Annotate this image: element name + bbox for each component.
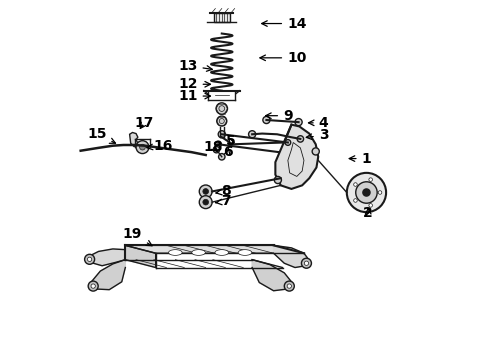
Circle shape xyxy=(378,191,382,194)
Text: 11: 11 xyxy=(178,89,211,103)
Circle shape xyxy=(263,116,270,123)
Ellipse shape xyxy=(215,249,228,255)
Text: 4: 4 xyxy=(309,116,328,130)
Circle shape xyxy=(219,154,225,160)
Polygon shape xyxy=(275,125,318,189)
Circle shape xyxy=(312,148,319,155)
Circle shape xyxy=(347,173,386,212)
Text: 13: 13 xyxy=(178,59,212,73)
Circle shape xyxy=(203,199,209,205)
Circle shape xyxy=(217,116,227,126)
Ellipse shape xyxy=(238,249,252,255)
Polygon shape xyxy=(273,246,309,267)
Polygon shape xyxy=(125,246,304,253)
Circle shape xyxy=(354,183,357,186)
Text: 17: 17 xyxy=(135,116,154,130)
Text: 19: 19 xyxy=(123,227,152,246)
Text: 12: 12 xyxy=(178,77,211,91)
Circle shape xyxy=(369,178,372,181)
Text: 9: 9 xyxy=(266,109,293,123)
Text: 14: 14 xyxy=(262,17,307,31)
Text: 18: 18 xyxy=(203,140,222,154)
Circle shape xyxy=(215,141,221,148)
Circle shape xyxy=(297,136,304,142)
Polygon shape xyxy=(88,249,125,266)
Circle shape xyxy=(203,189,209,194)
Circle shape xyxy=(199,185,212,198)
Circle shape xyxy=(213,147,220,153)
Bar xyxy=(214,13,230,22)
Circle shape xyxy=(85,254,95,264)
Text: 8: 8 xyxy=(216,184,231,198)
Polygon shape xyxy=(252,260,292,291)
Circle shape xyxy=(218,131,225,138)
Circle shape xyxy=(356,182,377,203)
Text: 7: 7 xyxy=(216,194,231,208)
Circle shape xyxy=(363,189,370,196)
Circle shape xyxy=(88,257,92,261)
Text: 1: 1 xyxy=(349,152,371,166)
Ellipse shape xyxy=(192,249,205,255)
Circle shape xyxy=(284,281,294,291)
Circle shape xyxy=(88,281,98,291)
Text: 16: 16 xyxy=(147,139,172,153)
Text: 5: 5 xyxy=(226,134,236,148)
Circle shape xyxy=(295,118,302,126)
Circle shape xyxy=(285,140,291,145)
Circle shape xyxy=(287,284,292,288)
Ellipse shape xyxy=(169,249,182,255)
Circle shape xyxy=(301,258,312,268)
Text: 2: 2 xyxy=(364,206,373,220)
Circle shape xyxy=(91,284,96,288)
Circle shape xyxy=(216,103,227,114)
Polygon shape xyxy=(92,260,125,290)
Circle shape xyxy=(199,196,212,208)
Text: 6: 6 xyxy=(223,145,233,159)
Circle shape xyxy=(140,144,146,150)
Circle shape xyxy=(354,199,357,202)
Circle shape xyxy=(274,176,281,184)
Polygon shape xyxy=(130,132,138,147)
Polygon shape xyxy=(125,246,156,267)
Circle shape xyxy=(304,261,309,265)
Circle shape xyxy=(136,141,149,154)
Circle shape xyxy=(248,131,256,138)
Text: 10: 10 xyxy=(260,51,306,65)
Circle shape xyxy=(369,204,372,207)
Text: 3: 3 xyxy=(306,129,328,142)
Text: 15: 15 xyxy=(87,127,116,143)
